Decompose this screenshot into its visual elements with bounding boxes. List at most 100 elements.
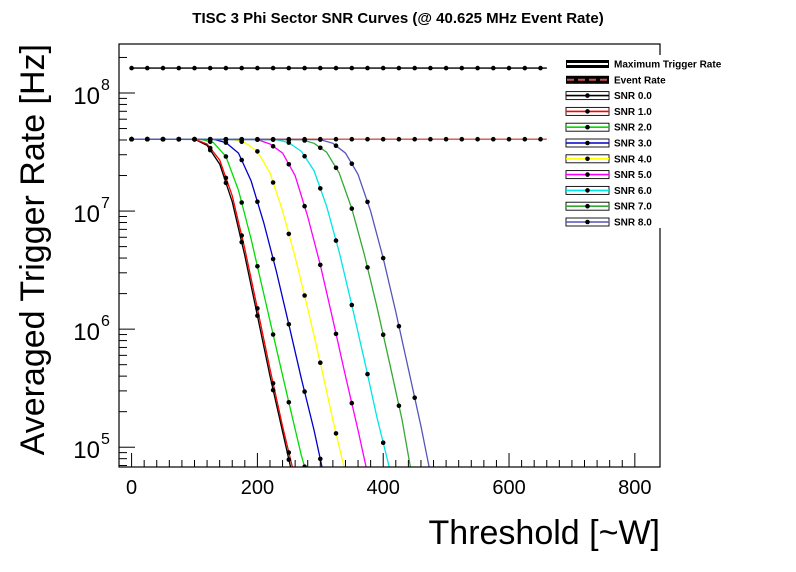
y-tick-exponent: 5: [101, 431, 110, 448]
legend-marker: [585, 203, 590, 209]
data-point: [365, 199, 370, 205]
data-point: [207, 145, 213, 151]
data-point: [475, 65, 480, 71]
data-point: [428, 65, 433, 71]
data-point: [255, 149, 260, 154]
legend-entry: SNR 0.0: [614, 91, 652, 102]
data-point: [239, 239, 244, 245]
data-point: [396, 65, 402, 71]
data-point: [255, 264, 260, 269]
data-point: [129, 65, 134, 71]
data-point: [333, 238, 339, 243]
data-point: [333, 65, 339, 71]
plot-frame: [118, 43, 661, 468]
data-point: [396, 403, 402, 409]
data-point: [459, 136, 465, 142]
data-point: [239, 200, 244, 205]
data-point: [475, 136, 480, 142]
data-point: [270, 144, 276, 149]
legend-entry: SNR 4.0: [614, 154, 652, 165]
data-point: [318, 186, 323, 191]
data-point: [443, 136, 449, 142]
data-point: [223, 175, 229, 181]
data-point: [286, 400, 292, 405]
data-point: [396, 136, 402, 142]
series-line-snr-1-0: [131, 138, 294, 467]
data-point: [207, 65, 213, 71]
data-point: [270, 256, 276, 262]
data-point: [286, 457, 292, 462]
data-point: [459, 65, 465, 71]
data-point: [145, 65, 150, 71]
legend-entry: SNR 6.0: [614, 186, 652, 197]
data-point: [286, 231, 292, 237]
data-point: [365, 371, 370, 377]
data-point: [333, 143, 339, 148]
x-axis: 0 200 400 600 800: [126, 453, 652, 499]
legend-entry: Maximum Trigger Rate: [614, 60, 722, 71]
data-point: [380, 65, 386, 71]
y-tick-label: 10: [73, 83, 100, 110]
data-point: [428, 136, 433, 142]
data-point: [270, 381, 276, 386]
data-point: [522, 65, 528, 71]
series-line-snr-0-0: [131, 138, 292, 467]
legend-swatch-event-rate: [566, 75, 609, 84]
y-tick-label: 10: [73, 319, 100, 346]
data-point: [365, 65, 370, 71]
data-point: [365, 136, 370, 142]
data-point: [270, 387, 276, 393]
legend: Maximum Trigger Rate Event Rate SNR 0.0 SNR…: [563, 55, 746, 229]
data-point: [223, 65, 229, 71]
data-point: [302, 293, 307, 298]
data-point: [349, 206, 355, 211]
data-point: [223, 154, 229, 159]
data-point: [538, 65, 543, 71]
data-point: [223, 180, 229, 186]
data-point: [380, 136, 386, 142]
legend-marker: [585, 219, 590, 225]
y-tick-exponent: 8: [101, 77, 110, 94]
data-point: [223, 137, 229, 142]
data-point: [318, 145, 323, 151]
data-point: [396, 323, 402, 329]
data-point: [255, 137, 260, 142]
data-point: [286, 162, 292, 167]
data-point: [255, 313, 260, 319]
data-point: [333, 136, 339, 142]
data-point: [443, 65, 449, 71]
x-tick-label: 600: [492, 477, 525, 499]
data-point: [349, 136, 355, 142]
data-point: [302, 389, 307, 394]
legend-entry: Event Rate: [614, 75, 666, 86]
data-point: [270, 137, 276, 142]
legend-marker: [585, 156, 590, 162]
y-tick-label: 10: [73, 201, 100, 228]
data-point: [318, 262, 323, 268]
chart-title: TISC 3 Phi Sector SNR Curves (@ 40.625 M…: [192, 10, 603, 27]
data-point: [160, 137, 166, 142]
y-axis-label: Averaged Trigger Rate [Hz]: [14, 44, 52, 455]
data-point: [412, 65, 418, 71]
data-point: [302, 203, 307, 209]
data-point: [160, 65, 166, 71]
data-point: [380, 255, 386, 261]
y-tick-exponent: 6: [101, 313, 110, 330]
series-line-snr-6-0: [131, 138, 390, 467]
data-point: [286, 137, 292, 142]
data-point: [365, 265, 370, 270]
data-point: [491, 136, 496, 142]
data-point: [302, 464, 307, 467]
x-tick-label: 200: [241, 477, 274, 499]
data-point: [207, 137, 213, 142]
data-point: [176, 137, 182, 142]
data-point: [318, 65, 323, 71]
data-point: [239, 233, 244, 238]
data-point: [318, 456, 323, 462]
data-point: [538, 136, 543, 142]
data-point: [318, 360, 323, 366]
legend-marker: [585, 109, 590, 114]
data-point: [318, 137, 323, 142]
data-point: [302, 153, 307, 159]
